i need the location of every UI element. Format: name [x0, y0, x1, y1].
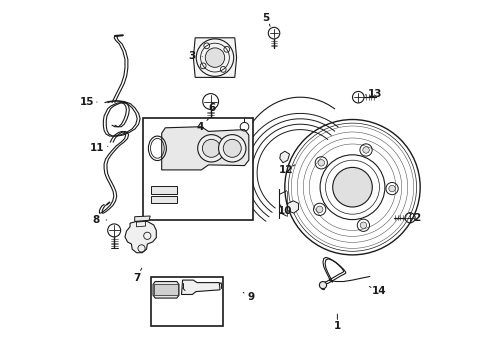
- Bar: [151, 186, 177, 194]
- Polygon shape: [162, 127, 248, 170]
- Polygon shape: [136, 221, 145, 227]
- Polygon shape: [287, 201, 298, 213]
- Bar: [151, 277, 223, 326]
- Text: 11: 11: [89, 143, 104, 153]
- Circle shape: [332, 167, 371, 207]
- Circle shape: [362, 147, 368, 153]
- Bar: [153, 284, 178, 295]
- Text: 3: 3: [188, 51, 196, 61]
- Circle shape: [202, 139, 220, 157]
- Bar: [142, 118, 252, 220]
- Text: 7: 7: [133, 273, 140, 283]
- Circle shape: [360, 222, 366, 229]
- Polygon shape: [279, 151, 289, 163]
- Circle shape: [223, 139, 241, 157]
- Polygon shape: [181, 280, 220, 294]
- Text: 14: 14: [371, 286, 386, 296]
- Text: 4: 4: [197, 122, 204, 132]
- Polygon shape: [125, 221, 156, 253]
- Circle shape: [316, 206, 322, 213]
- Polygon shape: [134, 216, 150, 221]
- Text: 5: 5: [261, 13, 268, 23]
- Circle shape: [205, 48, 224, 67]
- Bar: [151, 196, 177, 203]
- Polygon shape: [193, 38, 236, 77]
- Circle shape: [388, 185, 394, 192]
- Circle shape: [197, 135, 224, 162]
- Text: 10: 10: [277, 206, 291, 216]
- Polygon shape: [153, 282, 179, 298]
- Text: 9: 9: [247, 292, 254, 302]
- Text: 6: 6: [208, 103, 215, 113]
- Text: 15: 15: [80, 96, 94, 107]
- Text: 2: 2: [412, 213, 419, 223]
- Text: 1: 1: [333, 321, 340, 331]
- Circle shape: [317, 159, 324, 166]
- Text: 13: 13: [367, 89, 381, 99]
- Circle shape: [319, 282, 326, 289]
- Circle shape: [218, 135, 245, 162]
- Text: 8: 8: [92, 215, 100, 225]
- Text: 12: 12: [278, 165, 292, 175]
